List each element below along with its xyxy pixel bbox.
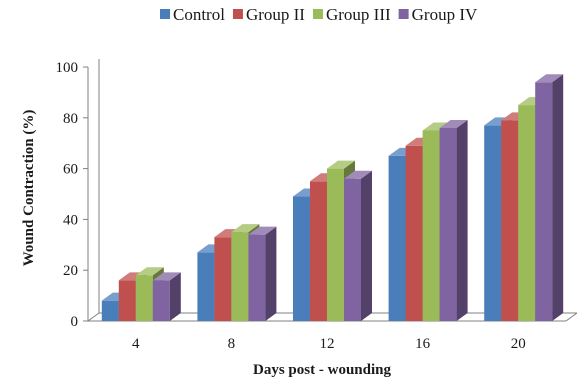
bar-top-face xyxy=(135,267,164,276)
bar xyxy=(152,272,181,321)
legend: Control Group II Group III Group IV xyxy=(160,5,478,24)
floor-right-edge xyxy=(565,312,578,322)
bar-top-face xyxy=(327,160,355,169)
bar-front-face xyxy=(248,234,266,321)
legend-swatch xyxy=(398,9,409,19)
x-tick-label: 16 xyxy=(415,336,431,352)
legend-swatch xyxy=(312,9,323,19)
bar-front-face xyxy=(405,145,423,321)
bar-front-face xyxy=(197,252,215,321)
bar-top-face xyxy=(439,119,468,128)
x-tick-label: 4 xyxy=(132,336,140,352)
x-tick-label: 12 xyxy=(320,336,335,352)
bars xyxy=(101,74,564,322)
y-tick-label: 100 xyxy=(56,60,79,76)
axes: 0 20 40 60 80 100 4 8 12 16 20 xyxy=(56,59,578,352)
bar-side-face xyxy=(456,119,468,322)
legend-swatch xyxy=(160,9,170,19)
legend-item: Group II xyxy=(232,5,305,24)
bar-front-face xyxy=(214,237,232,321)
bar-front-face xyxy=(118,280,136,321)
bar-top-face xyxy=(231,224,260,233)
y-tick-label: 60 xyxy=(63,162,78,178)
bar-front-face xyxy=(535,82,553,322)
bar-front-face xyxy=(135,275,153,321)
legend-swatch xyxy=(232,9,243,19)
bar-side-face xyxy=(169,272,181,321)
bar-front-face xyxy=(484,125,502,321)
bar-front-face xyxy=(388,155,406,321)
y-axis-title: Wound Contraction (%) xyxy=(21,110,37,267)
x-axis-title: Days post - wounding xyxy=(253,362,391,378)
y-tick-label: 20 xyxy=(63,263,78,279)
bar-top-face xyxy=(152,272,181,281)
x-tick-label: 20 xyxy=(511,336,526,352)
bar-front-face xyxy=(439,127,457,322)
bar xyxy=(439,119,468,322)
bar-top-face xyxy=(422,122,451,131)
bar-front-face xyxy=(422,130,440,321)
floor-left-edge xyxy=(87,312,100,322)
bar-top-face xyxy=(248,226,277,235)
bar-front-face xyxy=(152,280,170,321)
bar-front-face xyxy=(501,120,519,321)
legend-item: Group III xyxy=(312,5,391,24)
bar-top-face xyxy=(344,170,372,179)
bar-front-face xyxy=(344,178,361,321)
bar-front-face xyxy=(310,181,327,321)
bar xyxy=(248,226,277,321)
legend-item: Group IV xyxy=(398,5,478,24)
legend-label: Group III xyxy=(326,5,391,24)
bar-side-face xyxy=(265,226,277,321)
bar xyxy=(344,170,372,321)
legend-label: Control xyxy=(173,5,225,24)
bar-front-face xyxy=(101,300,119,321)
bar-front-face xyxy=(293,196,310,321)
bar-front-face xyxy=(518,105,536,321)
bar-side-face xyxy=(361,170,372,321)
bar xyxy=(535,74,564,322)
bar-front-face xyxy=(231,232,249,321)
legend-item: Control xyxy=(160,5,225,24)
y-tick-label: 0 xyxy=(71,314,79,330)
y-tick-label: 80 xyxy=(63,111,78,127)
y-tick-label: 40 xyxy=(63,212,78,228)
legend-label: Group II xyxy=(246,5,305,24)
legend-label: Group IV xyxy=(412,5,478,24)
bar-side-face xyxy=(552,74,564,322)
x-tick-label: 8 xyxy=(228,336,236,352)
bar-top-face xyxy=(535,74,564,83)
bar-front-face xyxy=(327,168,344,321)
